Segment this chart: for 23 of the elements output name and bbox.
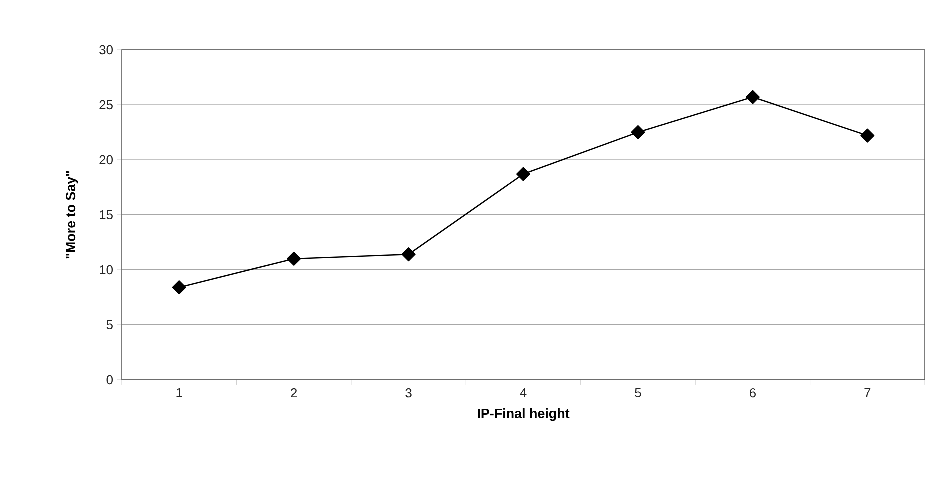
point <box>631 125 646 140</box>
x-tick-label: 2 <box>291 388 298 398</box>
point <box>172 280 186 295</box>
point <box>287 252 302 266</box>
point <box>860 128 875 143</box>
y-tick-label: 10 <box>100 265 113 275</box>
y-tick-label: 5 <box>106 320 113 330</box>
y-tick-label: 15 <box>100 210 113 220</box>
y-axis-title: "More to Say" <box>66 171 78 259</box>
y-tick-label: 20 <box>100 155 113 165</box>
x-tick-label: 1 <box>176 388 182 398</box>
x-tick-label: 4 <box>520 388 527 398</box>
x-tick-label: 5 <box>635 388 642 398</box>
point <box>402 248 416 262</box>
y-tick-label: 0 <box>106 375 113 385</box>
x-tick-label: 6 <box>750 388 756 398</box>
x-tick-label: 7 <box>864 388 871 398</box>
point <box>746 90 760 104</box>
x-axis-title: IP-Final height <box>478 408 570 422</box>
y-tick-label: 25 <box>100 100 113 110</box>
point <box>516 167 531 182</box>
x-tick-label: 3 <box>406 388 412 398</box>
y-tick-label: 30 <box>100 45 113 55</box>
